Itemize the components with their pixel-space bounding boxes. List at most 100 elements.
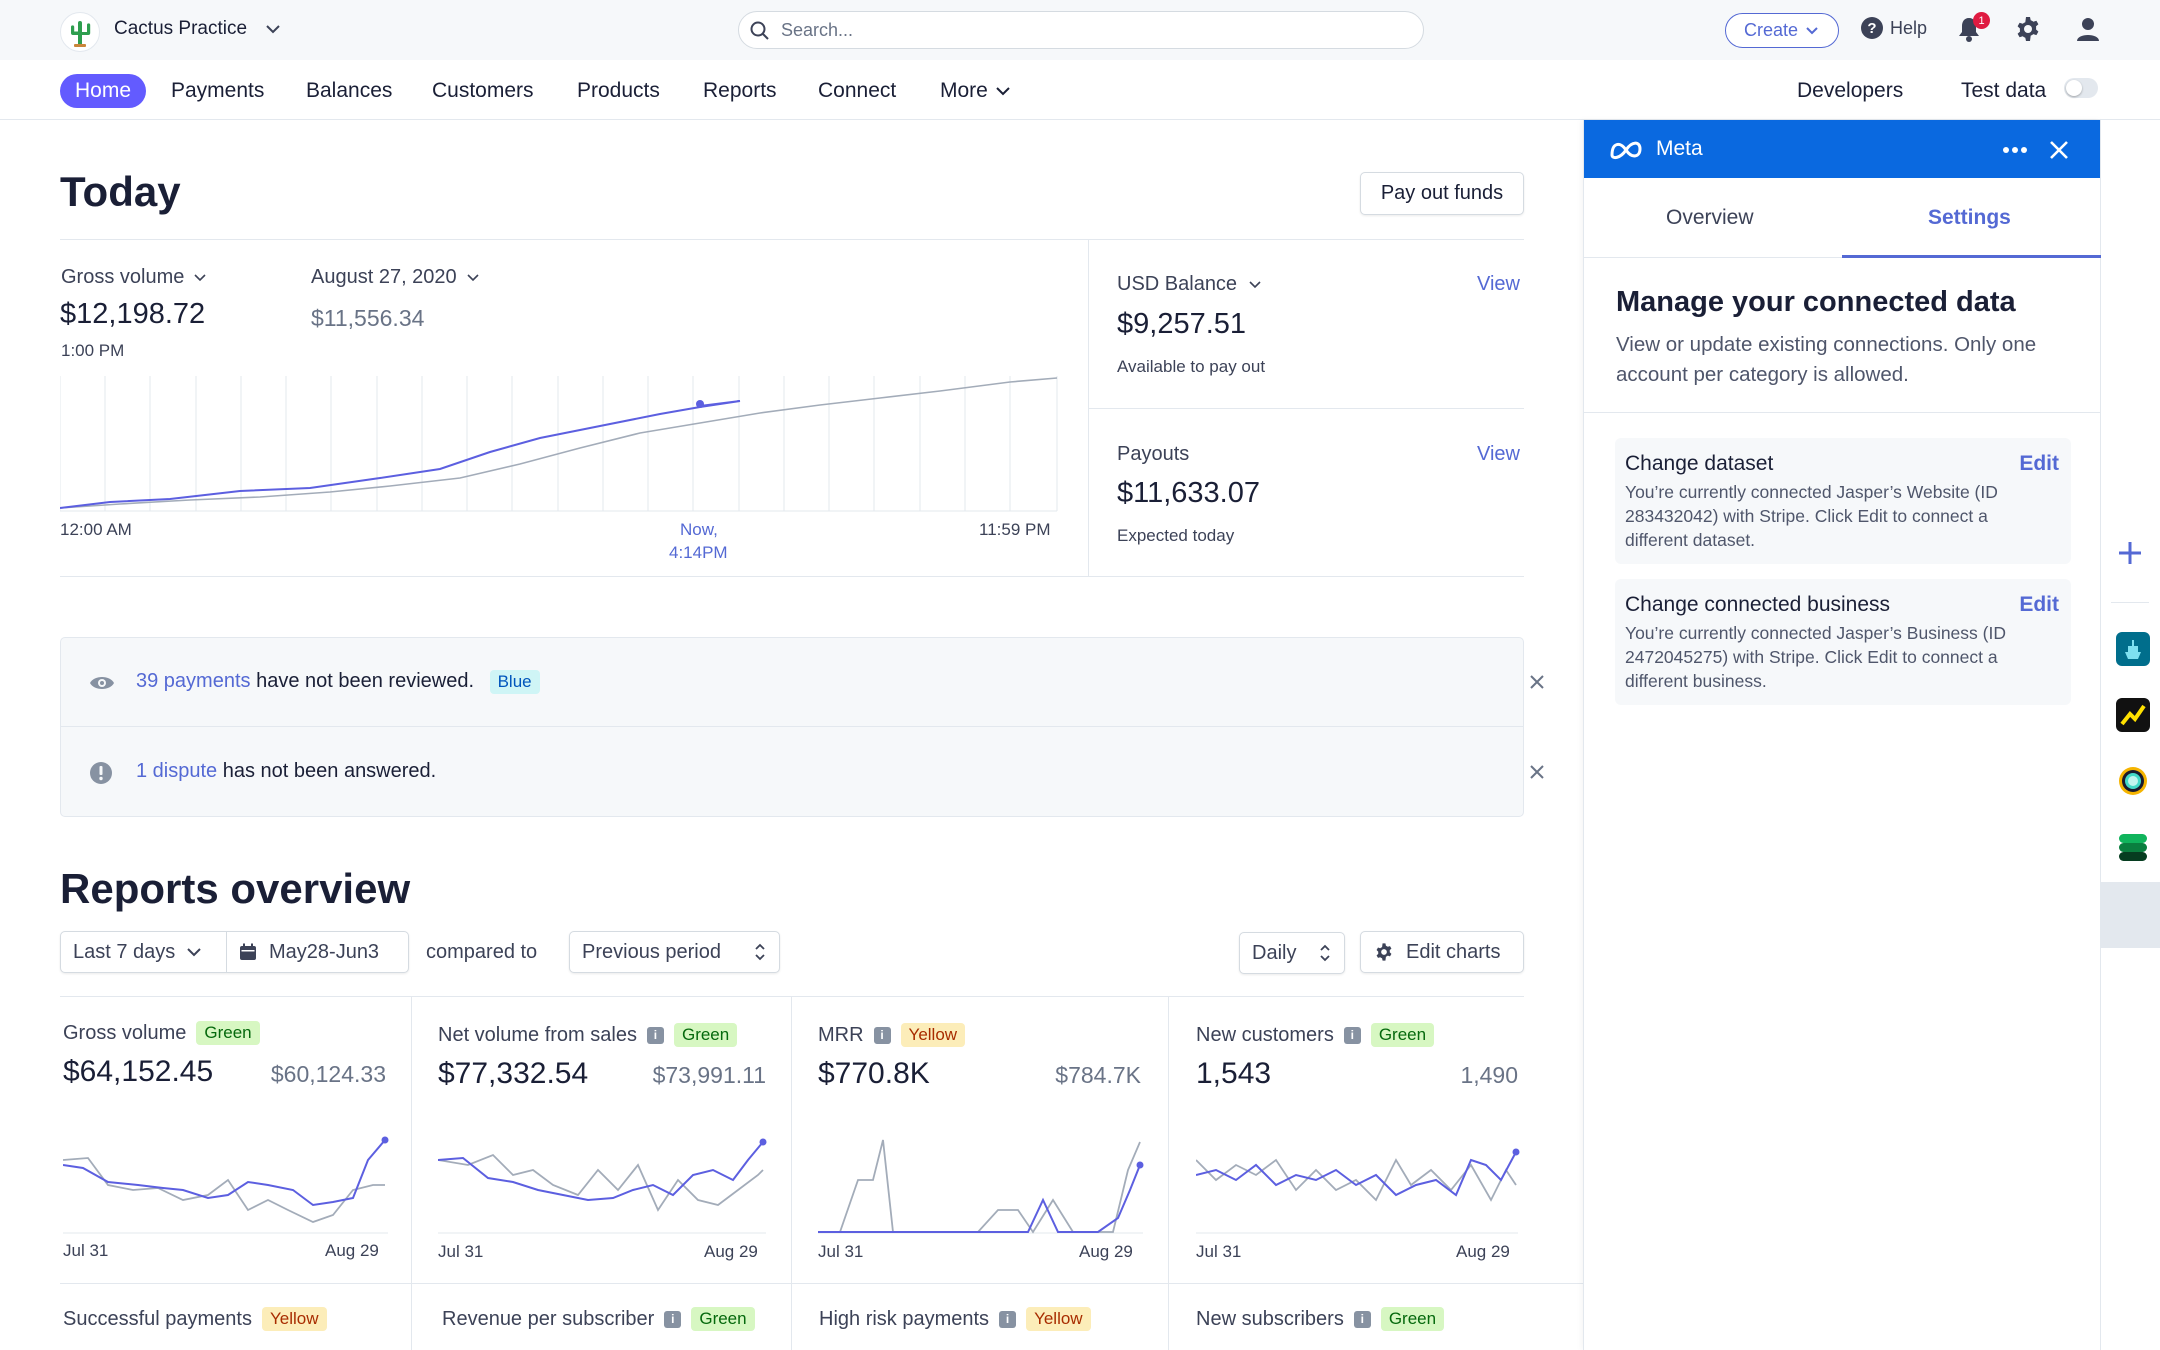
today-now-marker xyxy=(696,400,704,408)
divider xyxy=(2111,602,2149,603)
create-label: Create xyxy=(1743,20,1799,40)
report-card-title[interactable]: MRR i Yellow xyxy=(818,1023,966,1047)
sparkline-end-marker xyxy=(759,1138,767,1146)
range-dropdown[interactable]: Last 7 days xyxy=(61,932,227,972)
report-card-title[interactable]: New subscribers i Green xyxy=(1196,1307,1445,1331)
status-badge: Green xyxy=(196,1021,260,1045)
search-input[interactable] xyxy=(781,20,1381,41)
divider xyxy=(1584,412,2102,413)
nav-connect[interactable]: Connect xyxy=(818,79,897,102)
payments-review-link[interactable]: 39 payments xyxy=(136,670,251,692)
create-button[interactable]: Create xyxy=(1725,13,1839,48)
ship-app-icon[interactable] xyxy=(2116,632,2150,666)
account-name[interactable]: Cactus Practice xyxy=(114,18,248,39)
report-card-value: $64,152.45 xyxy=(63,1055,214,1088)
report-card-title[interactable]: High risk payments i Yellow xyxy=(819,1307,1091,1331)
nav-home[interactable]: Home xyxy=(60,74,147,108)
payouts-view-link[interactable]: View xyxy=(1477,443,1520,465)
sparkline-end-marker xyxy=(1136,1161,1144,1169)
report-card-title[interactable]: Net volume from sales i Green xyxy=(438,1023,738,1047)
report-card-title[interactable]: Gross volume Green xyxy=(63,1021,260,1045)
connection-card-title: Change dataset xyxy=(1625,452,1774,475)
divider xyxy=(60,576,1524,577)
status-badge: Green xyxy=(673,1023,738,1047)
close-icon[interactable] xyxy=(2049,140,2069,160)
rail-selected-highlight xyxy=(2101,882,2160,948)
sparkline-current-series xyxy=(818,1164,1141,1233)
report-card-label: MRR xyxy=(818,1023,864,1046)
chevron-down-icon[interactable] xyxy=(264,20,282,38)
nav-products[interactable]: Products xyxy=(577,79,660,102)
sparkline-previous-series xyxy=(438,1153,764,1212)
info-icon[interactable]: i xyxy=(999,1310,1017,1328)
gross-volume-value: $12,198.72 xyxy=(60,298,206,330)
report-card-title[interactable]: New customers i Green xyxy=(1196,1023,1435,1047)
ring-app-icon[interactable] xyxy=(2116,764,2150,798)
help-button[interactable]: ? Help xyxy=(1860,16,1927,40)
gear-icon[interactable] xyxy=(2014,15,2042,43)
comparison-period-label: Previous period xyxy=(582,940,721,963)
info-icon[interactable]: i xyxy=(646,1026,664,1044)
panel-heading: Manage your connected data xyxy=(1616,286,2016,318)
more-options-icon[interactable] xyxy=(2002,146,2028,154)
info-icon[interactable]: i xyxy=(1353,1310,1371,1328)
help-label: Help xyxy=(1890,17,1928,38)
sparkline-end-date: Aug 29 xyxy=(704,1242,758,1261)
mrr-sparkline xyxy=(818,1139,1144,1234)
sparkline-current-series xyxy=(438,1141,764,1202)
edit-charts-label: Edit charts xyxy=(1406,940,1501,963)
balance-view-link[interactable]: View xyxy=(1477,273,1520,295)
date-picker[interactable]: May28-Jun3 xyxy=(227,941,379,964)
alert-row: 1 dispute has not been answered. xyxy=(61,728,1544,817)
apps-rail xyxy=(2101,120,2160,1350)
report-card-title[interactable]: Revenue per subscriber i Green xyxy=(442,1307,755,1331)
connection-card-body: You’re currently connected Jasper’s Busi… xyxy=(1625,623,2006,691)
pay-out-funds-button[interactable]: Pay out funds xyxy=(1360,172,1524,215)
nav-developers[interactable]: Developers xyxy=(1797,79,1904,102)
sparkline-previous-series xyxy=(818,1139,1141,1234)
dispute-link[interactable]: 1 dispute xyxy=(136,760,218,782)
usd-balance-selector[interactable]: USD Balance xyxy=(1117,273,1263,296)
user-icon[interactable] xyxy=(2074,15,2102,43)
tab-settings[interactable]: Settings xyxy=(1928,206,2011,229)
alert-message: has not been answered. xyxy=(217,760,437,782)
edit-charts-button[interactable]: Edit charts xyxy=(1360,931,1524,973)
panel-header: Meta xyxy=(1584,120,2100,178)
nav-customers[interactable]: Customers xyxy=(432,79,534,102)
edit-dataset-link[interactable]: Edit xyxy=(2019,452,2059,475)
divider xyxy=(791,996,792,1350)
report-card-title[interactable]: Successful payments Yellow xyxy=(63,1307,327,1331)
add-app-icon[interactable] xyxy=(2115,538,2145,568)
test-data-toggle[interactable] xyxy=(2064,78,2098,98)
report-card-label: New subscribers xyxy=(1196,1307,1344,1330)
report-card-label: New customers xyxy=(1196,1023,1334,1046)
chart-axis-now-time: 4:14PM xyxy=(669,543,728,562)
compare-date-selector[interactable]: August 27, 2020 xyxy=(311,266,481,289)
edit-business-link[interactable]: Edit xyxy=(2019,593,2059,616)
comparison-period-select[interactable]: Previous period xyxy=(569,931,780,973)
close-icon[interactable] xyxy=(1529,674,1545,690)
test-data-label: Test data xyxy=(1961,79,2047,102)
interval-select[interactable]: Daily xyxy=(1239,932,1345,974)
nav-balances[interactable]: Balances xyxy=(306,79,393,102)
reports-title: Reports overview xyxy=(60,865,411,912)
nav-payments[interactable]: Payments xyxy=(171,79,265,102)
gross-volume-selector[interactable]: Gross volume xyxy=(61,266,208,289)
info-icon[interactable]: i xyxy=(873,1026,891,1044)
page-title: Today xyxy=(60,168,181,215)
tab-overview[interactable]: Overview xyxy=(1666,206,1754,229)
stack-app-icon[interactable] xyxy=(2116,830,2150,864)
meta-logo-icon xyxy=(1610,141,1642,160)
nav-reports[interactable]: Reports xyxy=(703,79,777,102)
divider xyxy=(60,1283,1583,1284)
info-icon[interactable]: i xyxy=(1343,1026,1361,1044)
sparkline-start-date: Jul 31 xyxy=(63,1241,109,1260)
close-icon[interactable] xyxy=(1529,764,1545,780)
usd-balance-value: $9,257.51 xyxy=(1117,308,1247,340)
nav-more[interactable]: More xyxy=(940,74,1012,108)
cactus-logo-icon[interactable] xyxy=(60,12,100,52)
info-icon[interactable]: i xyxy=(664,1310,682,1328)
search-bar[interactable] xyxy=(738,11,1424,49)
chart-app-icon[interactable] xyxy=(2116,698,2150,732)
new-customers-sparkline xyxy=(1196,1148,1520,1234)
